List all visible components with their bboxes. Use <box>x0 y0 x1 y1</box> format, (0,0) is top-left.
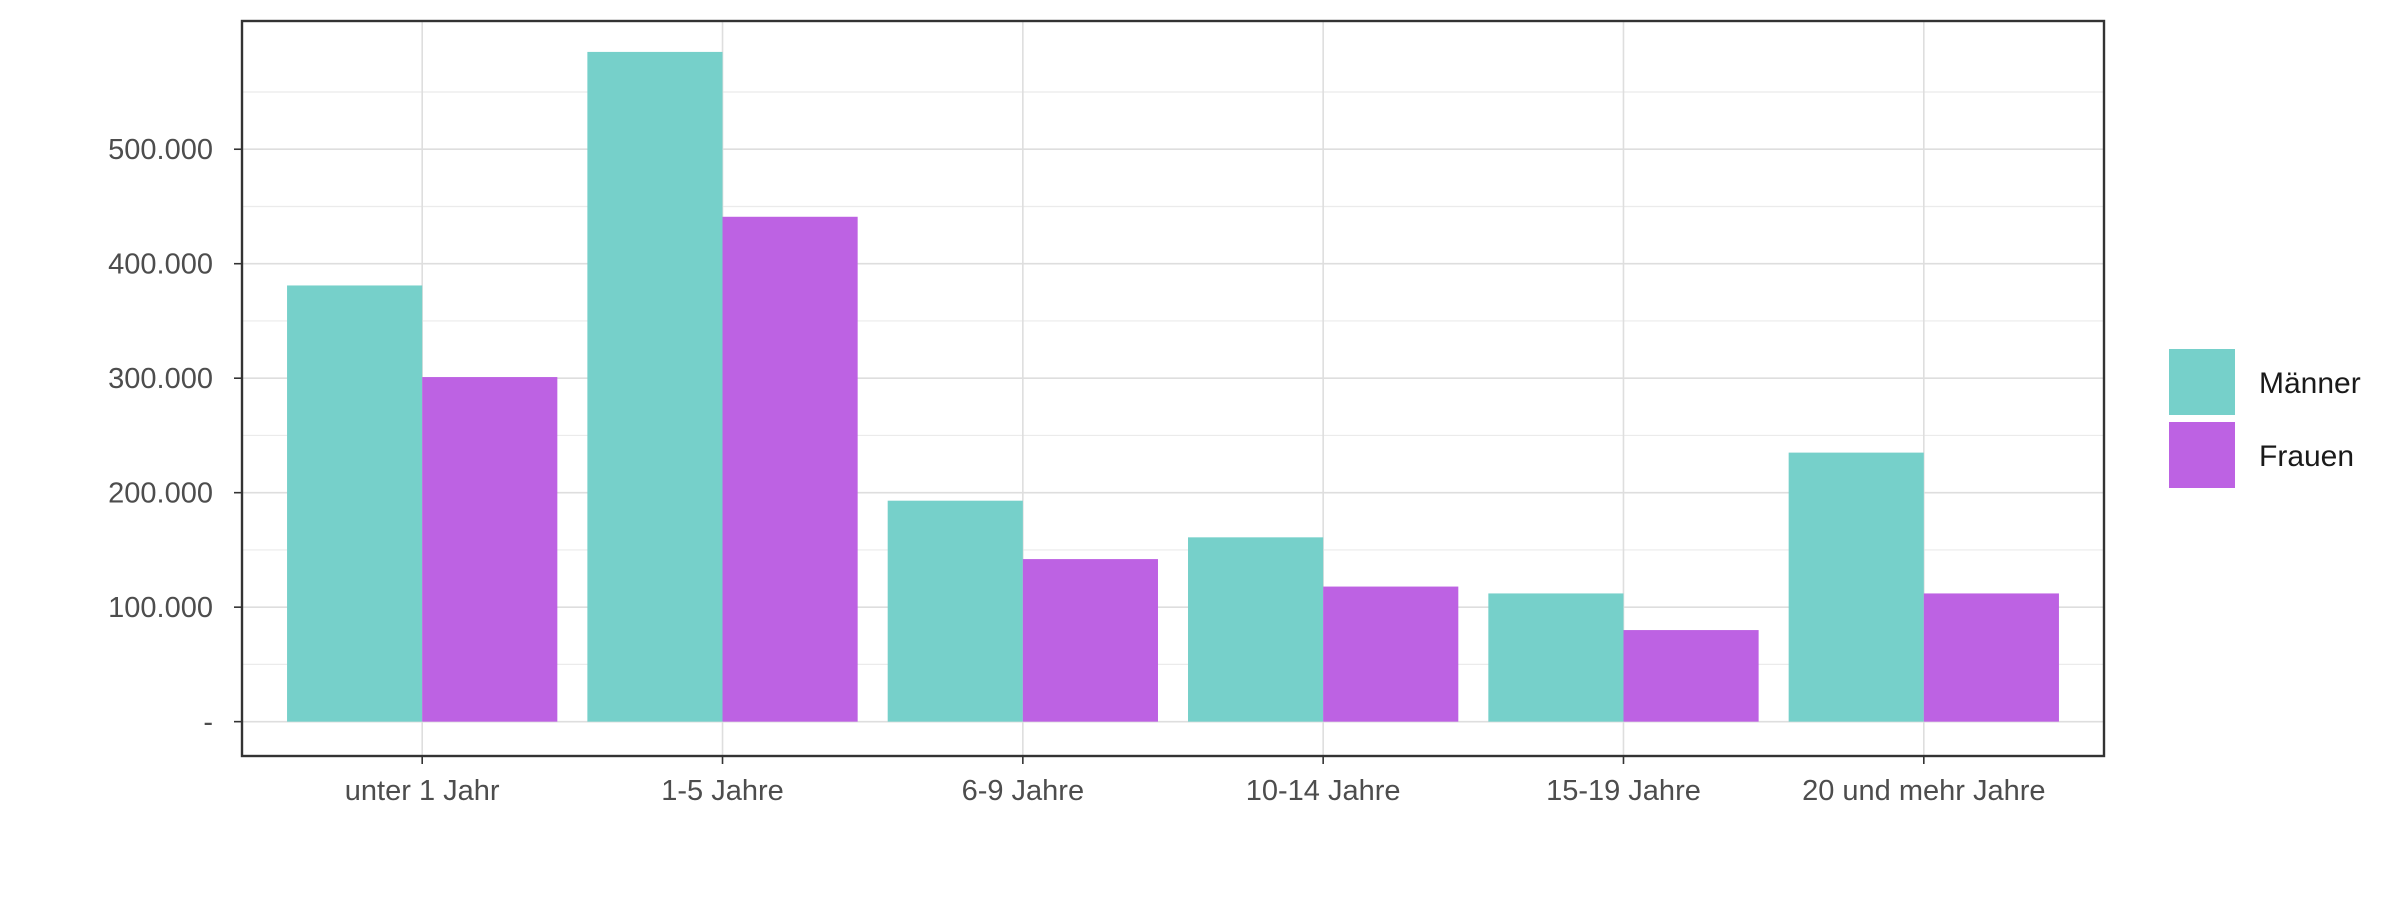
y-tick-label: 100.000 <box>108 592 213 624</box>
bar-frauen-5 <box>1923 593 2059 722</box>
bar-maenner-3 <box>1188 537 1324 722</box>
y-tick-label: 400.000 <box>108 249 213 281</box>
x-tick-label: 10-14 Jahre <box>1246 775 1401 807</box>
bar-frauen-2 <box>1022 559 1158 722</box>
y-tick-label: 500.000 <box>108 134 213 166</box>
legend-label-maenner: Männer <box>2259 367 2361 400</box>
x-tick-label: 1-5 Jahre <box>661 775 784 807</box>
legend-label-frauen: Frauen <box>2259 440 2354 473</box>
x-tick-label: 20 und mehr Jahre <box>1802 775 2045 807</box>
bar-frauen-4 <box>1623 630 1759 722</box>
x-tick-label: unter 1 Jahr <box>345 775 500 807</box>
y-tick-label: 200.000 <box>108 478 213 510</box>
bar-maenner-1 <box>587 51 723 722</box>
bar-frauen-3 <box>1323 586 1459 722</box>
y-tick-label: - <box>203 707 213 739</box>
bars <box>287 51 2059 722</box>
x-tick-label: 6-9 Jahre <box>962 775 1085 807</box>
bar-maenner-2 <box>887 500 1023 722</box>
axes: - 100.000 200.000 300.000 400.000 500.000 unte… <box>108 134 2045 807</box>
legend: Männer Frauen <box>2169 349 2361 488</box>
bar-maenner-0 <box>287 285 423 722</box>
legend-key-maenner <box>2169 349 2235 415</box>
legend-key-frauen <box>2169 422 2235 488</box>
x-tick-label: 15-19 Jahre <box>1546 775 1701 807</box>
plot-border <box>240 19 2106 758</box>
bar-frauen-1 <box>722 216 858 722</box>
bar-frauen-0 <box>422 377 558 722</box>
bar-maenner-5 <box>1788 452 1924 722</box>
y-tick-label: 300.000 <box>108 363 213 395</box>
bar-maenner-4 <box>1488 593 1624 722</box>
